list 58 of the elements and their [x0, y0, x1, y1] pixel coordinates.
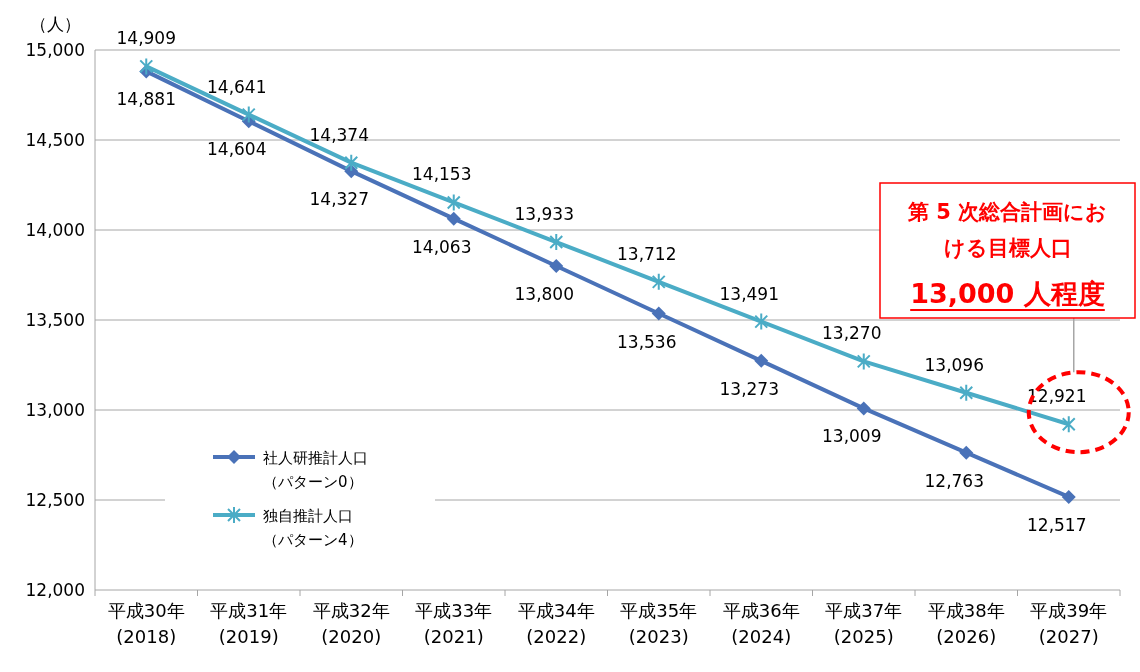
x-tick-label: 平成35年 (2023) — [620, 600, 698, 647]
data-label: 13,273 — [719, 378, 779, 399]
data-label: 13,096 — [924, 354, 984, 375]
y-tick-label: 12,500 — [25, 490, 85, 510]
legend-label: 独自推計人口（パターン4） — [263, 507, 363, 549]
point — [856, 401, 871, 416]
x-tick-label: 平成36年 (2024) — [722, 600, 800, 647]
y-tick-label: 14,000 — [25, 220, 85, 240]
data-label: 12,763 — [924, 470, 984, 491]
data-label: 13,933 — [514, 204, 574, 225]
x-tick-label: 平成32年 (2020) — [312, 600, 390, 647]
data-label: 14,641 — [207, 76, 267, 97]
data-label: 14,327 — [309, 189, 369, 210]
data-label: 13,800 — [514, 284, 574, 304]
x-tick-label: 平成34年 (2022) — [517, 600, 595, 647]
data-label: 14,063 — [412, 236, 472, 257]
point — [549, 259, 564, 273]
data-label: 14,374 — [309, 124, 369, 145]
point — [446, 211, 461, 226]
x-tick-label: 平成38年 (2026) — [927, 600, 1005, 647]
point — [651, 272, 666, 291]
x-tick-label: 平成33年 (2021) — [415, 600, 493, 647]
y-axis-title: （人） — [29, 14, 81, 34]
data-label: 13,009 — [822, 426, 882, 447]
y-tick-label: 14,500 — [25, 130, 85, 150]
y-tick-label: 15,000 — [25, 40, 85, 60]
point — [1061, 489, 1076, 504]
point — [344, 153, 359, 172]
y-tick-label: 12,000 — [25, 580, 85, 600]
annotation: 13,000 人程度 — [910, 278, 1105, 309]
data-label: 13,712 — [617, 243, 677, 264]
point — [754, 312, 769, 331]
legend-label: 社人研推計人口（パターン0） — [263, 449, 368, 491]
data-label: 13,270 — [822, 323, 882, 344]
x-tick-label: 平成37年 (2025) — [825, 600, 903, 647]
point — [856, 352, 871, 371]
x-tick-label: 平成30年 (2018) — [107, 600, 185, 647]
point — [1061, 415, 1076, 434]
point — [959, 445, 974, 460]
data-label: 14,604 — [207, 139, 267, 160]
y-tick-label: 13,500 — [25, 310, 85, 330]
point — [959, 383, 974, 402]
y-tick-label: 13,000 — [25, 400, 85, 420]
point — [754, 353, 769, 368]
x-tick-label: 平成39年 (2027) — [1030, 600, 1108, 647]
point — [549, 233, 564, 252]
point — [651, 306, 666, 321]
point — [241, 105, 256, 124]
point — [446, 193, 461, 212]
data-label: 14,909 — [116, 28, 176, 49]
x-tick-label: 平成31年 (2019) — [210, 600, 288, 647]
annotation: 第 5 次総合計画における目標人口 — [906, 200, 1108, 260]
data-label: 13,536 — [617, 331, 677, 352]
data-label: 13,491 — [719, 283, 779, 304]
data-label: 14,881 — [116, 89, 176, 110]
data-label: 12,517 — [1027, 514, 1087, 535]
data-label: 14,153 — [412, 164, 472, 185]
point — [139, 57, 154, 76]
